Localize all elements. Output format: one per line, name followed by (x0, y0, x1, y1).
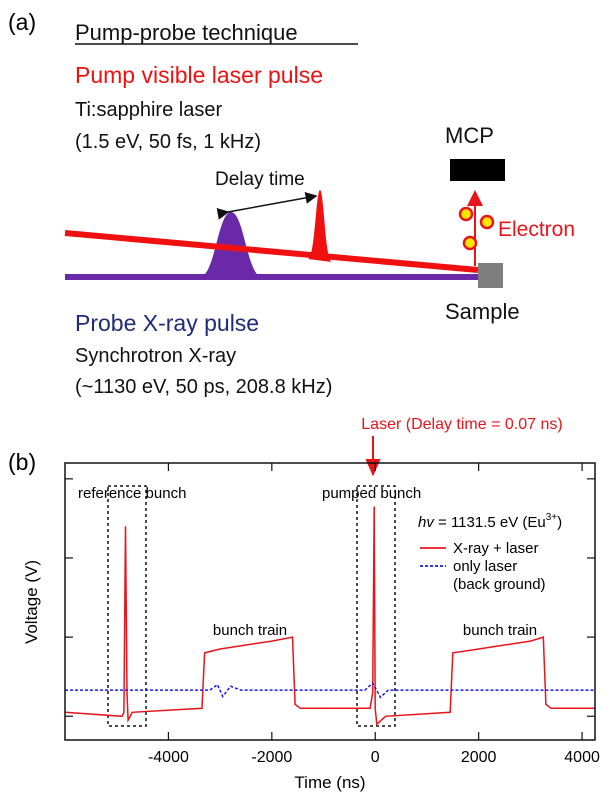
series-line (65, 681, 595, 699)
panel-label: (a) (8, 9, 36, 35)
series-line (64, 506, 595, 726)
pump-pulse (308, 190, 332, 262)
legend-label: (back ground) (453, 576, 546, 593)
train-label: bunch train (213, 622, 287, 639)
legend-label: only laser (453, 558, 517, 575)
legend-symbol: hv (418, 514, 435, 531)
delay-arrow (216, 191, 318, 220)
sample (478, 263, 503, 288)
probe-title: Probe X-ray pulse (75, 310, 259, 336)
x-axis-label: Time (ns) (294, 773, 365, 792)
pump-params: (1.5 eV, 50 fs, 1 kHz) (75, 131, 261, 153)
electron (479, 214, 495, 230)
x-tick-label: -2000 (251, 749, 292, 766)
x-tick-label: 2000 (461, 749, 497, 766)
electron-label: Electron (498, 218, 575, 241)
pump-source: Ti:sapphire laser (75, 99, 222, 121)
pump-title: Pump visible laser pulse (75, 62, 323, 88)
probe-source: Synchrotron X-ray (75, 345, 236, 367)
laser-arrow (365, 436, 381, 477)
pumped-label: pumped bunch (322, 485, 421, 502)
legend-sup: 3+ (546, 512, 558, 523)
pump-beam (64, 230, 479, 273)
electron (462, 235, 478, 251)
legend-text: = 1131.5 eV (Eu (434, 514, 546, 531)
plot-frame (64, 462, 596, 741)
panel-label: (b) (8, 449, 36, 475)
x-tick-label: 0 (371, 749, 380, 766)
delay-label: Delay time (215, 169, 305, 190)
sample-label: Sample (445, 299, 520, 324)
laser-annotation: Laser (Delay time = 0.07 ns) (361, 416, 562, 433)
legend-title: hv = 1131.5 eV (Eu3+) (418, 512, 562, 531)
x-tick-label: -4000 (148, 749, 189, 766)
pumped-box (356, 485, 396, 727)
y-axis-label: Voltage (V) (22, 560, 41, 644)
legend-close: ) (557, 514, 562, 531)
reference-label: reference bunch (78, 485, 186, 502)
probe-params: (~1130 eV, 50 ps, 208.8 kHz) (75, 376, 332, 398)
mcp (450, 159, 505, 181)
mcp-label: MCP (445, 123, 494, 148)
heading: Pump-probe technique (75, 20, 298, 45)
legend-label: X-ray + laser (453, 540, 538, 557)
probe-pulse (200, 212, 262, 277)
reference-box (107, 485, 147, 727)
electron (458, 206, 474, 222)
train-label: bunch train (463, 622, 537, 639)
x-tick-label: 4000 (564, 749, 600, 766)
